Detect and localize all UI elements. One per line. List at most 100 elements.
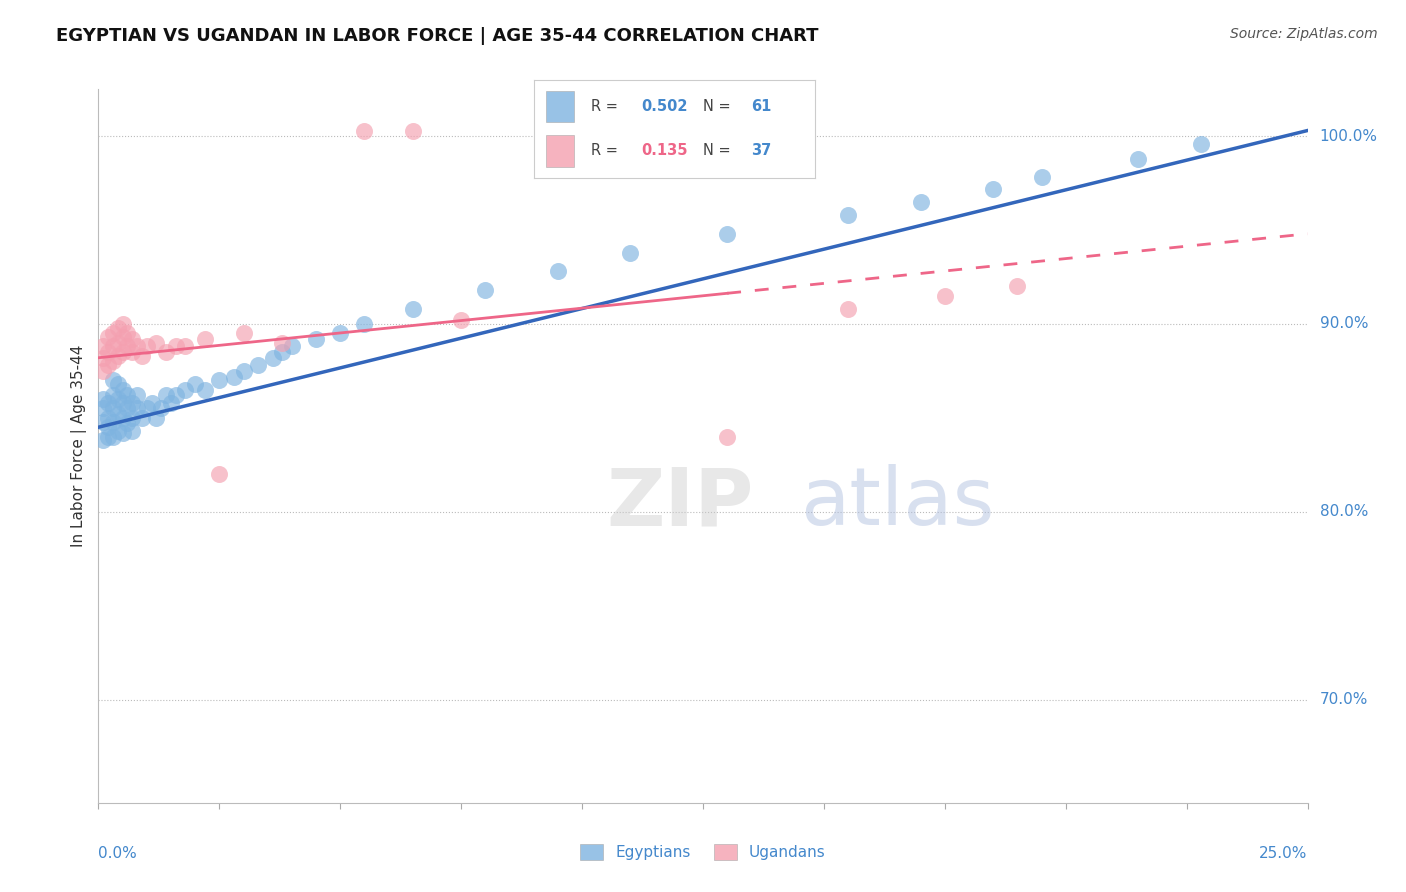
Point — [91, 401, 114, 416]
Point — [222, 369, 245, 384]
Point — [117, 417, 139, 431]
Point — [107, 392, 129, 406]
Point — [232, 326, 254, 341]
Point — [160, 396, 183, 410]
Point — [353, 317, 375, 331]
Point — [353, 123, 375, 137]
Point — [135, 401, 157, 416]
Point — [107, 407, 129, 421]
Point — [117, 326, 139, 341]
Text: R =: R = — [591, 144, 621, 159]
Point — [174, 339, 197, 353]
Point — [145, 335, 167, 350]
FancyBboxPatch shape — [546, 91, 574, 122]
Point — [474, 283, 496, 297]
Point — [107, 377, 129, 392]
Point — [271, 335, 294, 350]
Point — [101, 354, 124, 368]
Point — [111, 317, 134, 331]
Point — [91, 392, 114, 406]
Point — [101, 326, 124, 341]
Point — [1128, 152, 1150, 166]
Point — [97, 410, 120, 425]
Point — [91, 364, 114, 378]
Point — [121, 396, 143, 410]
Point — [547, 264, 569, 278]
Point — [155, 388, 177, 402]
Point — [262, 351, 284, 365]
Point — [1007, 279, 1029, 293]
Point — [91, 415, 114, 429]
Point — [165, 339, 187, 353]
Point — [107, 320, 129, 334]
Point — [127, 339, 149, 353]
Point — [101, 415, 124, 429]
Text: 90.0%: 90.0% — [1320, 317, 1368, 332]
Point — [101, 401, 124, 416]
Point — [121, 424, 143, 438]
Point — [111, 425, 134, 440]
Point — [121, 410, 143, 425]
Point — [1031, 170, 1053, 185]
Point — [910, 194, 932, 209]
Point — [271, 345, 294, 359]
Point — [111, 383, 134, 397]
Point — [1189, 136, 1212, 151]
Point — [247, 358, 270, 372]
Point — [97, 396, 120, 410]
Point — [121, 345, 143, 359]
Point — [402, 301, 425, 316]
Text: N =: N = — [703, 99, 735, 114]
Point — [101, 373, 124, 387]
Text: 0.502: 0.502 — [641, 99, 688, 114]
Point — [111, 330, 134, 344]
Point — [91, 434, 114, 448]
Point — [208, 373, 231, 387]
Text: 100.0%: 100.0% — [1320, 128, 1378, 144]
Point — [121, 332, 143, 346]
Point — [111, 410, 134, 425]
Text: 37: 37 — [751, 144, 770, 159]
Point — [131, 410, 153, 425]
Point — [97, 429, 120, 443]
Point — [232, 364, 254, 378]
Point — [716, 227, 738, 241]
Text: Source: ZipAtlas.com: Source: ZipAtlas.com — [1230, 27, 1378, 41]
Point — [97, 345, 120, 359]
Point — [97, 358, 120, 372]
Point — [145, 410, 167, 425]
Point — [981, 182, 1004, 196]
Text: atlas: atlas — [800, 464, 994, 542]
Point — [91, 339, 114, 353]
Point — [111, 396, 134, 410]
Point — [107, 424, 129, 438]
Point — [934, 289, 956, 303]
Point — [101, 339, 124, 353]
Point — [174, 383, 197, 397]
Point — [450, 313, 472, 327]
Point — [97, 330, 120, 344]
Text: R =: R = — [591, 99, 621, 114]
Point — [117, 388, 139, 402]
Point — [131, 349, 153, 363]
Point — [91, 351, 114, 365]
FancyBboxPatch shape — [546, 136, 574, 167]
Point — [402, 123, 425, 137]
Point — [184, 377, 207, 392]
Text: 70.0%: 70.0% — [1320, 692, 1368, 707]
Point — [305, 332, 328, 346]
Point — [97, 420, 120, 434]
Point — [329, 326, 352, 341]
Point — [165, 388, 187, 402]
Point — [111, 345, 134, 359]
Text: N =: N = — [703, 144, 735, 159]
Point — [127, 401, 149, 416]
Point — [150, 401, 173, 416]
Point — [135, 339, 157, 353]
Text: 80.0%: 80.0% — [1320, 504, 1368, 519]
Text: ZIP: ZIP — [606, 464, 754, 542]
Legend: Egyptians, Ugandans: Egyptians, Ugandans — [574, 838, 832, 866]
Text: 61: 61 — [751, 99, 770, 114]
Point — [194, 332, 217, 346]
Point — [107, 335, 129, 350]
